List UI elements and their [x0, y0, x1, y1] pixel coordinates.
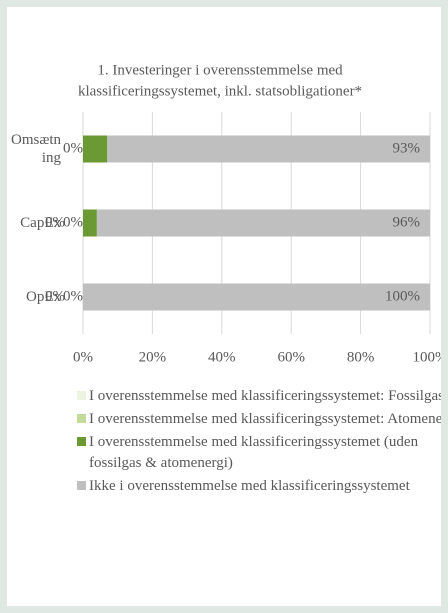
chart: 1. Investeringer i overensstemmelse med …	[45, 62, 442, 365]
legend-swatch	[77, 437, 86, 446]
data-label: 96%	[393, 214, 421, 230]
chart-title-line2: klassificeringssystemet, inkl. statsobli…	[78, 83, 362, 99]
legend-swatch	[77, 414, 86, 423]
bar-segment	[96, 209, 430, 237]
legend-entry: Ikke i overensstemmelse med klassificeri…	[77, 476, 441, 497]
data-label: 93%	[393, 140, 421, 156]
x-tick-label: 80%	[347, 349, 375, 365]
x-tick-label: 20%	[139, 349, 167, 365]
bar-segment	[83, 135, 108, 163]
legend-entry: I overensstemmelse med klassificeringssy…	[77, 409, 441, 430]
data-label: 0%	[45, 214, 65, 230]
legend-label: I overensstemmelse med klassificeringssy…	[89, 388, 441, 404]
data-label: 0%	[63, 140, 83, 156]
category-label: CapEx	[20, 215, 61, 231]
category-label: Omsætning	[10, 132, 61, 166]
data-label: 0%	[45, 288, 65, 304]
category-label: OpEx	[26, 289, 61, 305]
x-tick-label: 60%	[277, 349, 305, 365]
bar-segment	[83, 283, 430, 311]
legend-label: I overensstemmelse med klassificeringssy…	[89, 411, 441, 427]
legend-entry: I overensstemmelse med klassificeringssy…	[77, 386, 441, 407]
chart-title-line1: 1. Investeringer i overensstemmelse med	[97, 62, 343, 78]
bar-segment	[107, 135, 430, 163]
data-label: 100%	[385, 288, 420, 304]
legend-entry: I overensstemmelse med klassificeringssy…	[77, 432, 441, 474]
legend-label: I overensstemmelse med klassificeringssy…	[89, 434, 419, 471]
legend-label: Ikke i overensstemmelse med klassificeri…	[89, 478, 410, 494]
bar-segment	[83, 209, 97, 237]
x-tick-label: 100%	[413, 349, 442, 365]
data-label: 0%	[63, 288, 83, 304]
x-tick-label: 0%	[73, 349, 93, 365]
x-tick-label: 40%	[208, 349, 236, 365]
data-label: 0%	[63, 214, 83, 230]
legend-swatch	[77, 391, 86, 400]
chart-panel: 1. Investeringer i overensstemmelse med …	[7, 7, 441, 606]
legend-swatch	[77, 481, 86, 490]
